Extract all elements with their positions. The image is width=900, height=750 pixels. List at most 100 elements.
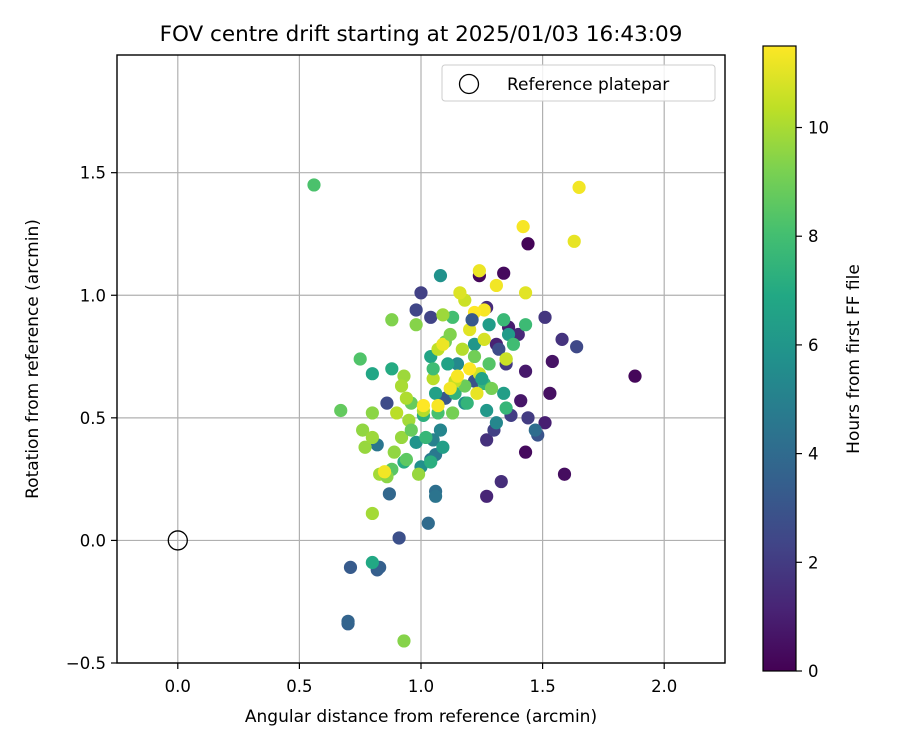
colorbar-label: Hours from first FF file <box>844 264 864 454</box>
data-point <box>463 362 477 376</box>
data-point <box>392 531 406 545</box>
y-axis-label: Rotation from reference (arcmin) <box>23 219 43 499</box>
data-point <box>385 313 399 327</box>
data-point <box>394 379 409 393</box>
legend-label-reference: Reference platepar <box>507 75 669 95</box>
data-point <box>506 337 521 351</box>
data-point <box>518 445 533 459</box>
colorbar-tick-label: 4 <box>808 445 819 464</box>
data-point <box>431 398 445 413</box>
data-point <box>443 327 457 342</box>
data-point <box>365 506 379 521</box>
data-point <box>543 386 557 400</box>
data-point <box>441 357 455 371</box>
data-point <box>424 455 438 469</box>
colorbar-tick-label: 0 <box>808 662 819 681</box>
data-point <box>501 327 516 342</box>
data-point <box>377 465 392 479</box>
data-points <box>307 178 642 648</box>
data-point <box>494 474 508 489</box>
data-point <box>528 423 542 437</box>
data-point <box>497 386 511 400</box>
data-point <box>380 396 394 410</box>
data-point <box>433 423 448 437</box>
data-point <box>334 403 348 418</box>
data-point <box>436 337 450 351</box>
colorbar-tick-label: 10 <box>808 119 829 138</box>
data-point <box>424 310 438 324</box>
colorbar-ticks: 0 2 4 6 8 10 <box>796 119 829 681</box>
x-tick-label: 0.0 <box>165 677 191 696</box>
data-point <box>365 367 379 381</box>
data-point <box>358 440 372 454</box>
data-point <box>399 391 414 405</box>
x-tick-label: 1.0 <box>408 677 434 696</box>
data-point <box>518 318 533 332</box>
data-point <box>411 467 426 481</box>
data-point <box>453 286 467 300</box>
data-point <box>428 489 443 503</box>
data-point <box>409 303 423 317</box>
data-point <box>480 403 494 418</box>
data-point <box>497 266 511 280</box>
data-point <box>426 362 440 376</box>
x-tick-label: 0.5 <box>286 677 312 696</box>
reference-marker-group <box>167 530 188 551</box>
colorbar-tick-label: 2 <box>808 553 819 572</box>
data-point <box>419 430 433 445</box>
reference-platepar-marker <box>167 530 188 551</box>
data-point <box>436 308 450 322</box>
colorbar-tick-label: 8 <box>808 227 819 246</box>
colorbar-gradient <box>762 45 797 672</box>
data-point <box>628 369 642 383</box>
data-point <box>343 560 358 574</box>
data-point <box>475 372 489 386</box>
data-point <box>409 318 423 332</box>
data-point <box>572 180 586 194</box>
data-point <box>365 555 379 570</box>
data-point <box>450 357 465 371</box>
y-ticks: −0.5 0.0 0.5 1.0 1.5 <box>66 164 117 673</box>
data-point <box>467 349 482 364</box>
data-point <box>514 394 528 408</box>
data-point <box>492 342 506 356</box>
data-point <box>426 372 440 386</box>
data-point <box>421 516 435 530</box>
data-point <box>465 313 479 327</box>
legend-reference-marker <box>458 73 480 95</box>
data-point <box>545 354 559 369</box>
data-point <box>499 401 513 415</box>
data-point <box>390 406 404 420</box>
data-point <box>455 342 469 356</box>
x-tick-label: 1.5 <box>529 677 555 696</box>
data-point <box>521 237 535 251</box>
x-tick-label: 2.0 <box>651 677 677 696</box>
data-point <box>428 386 443 400</box>
data-point <box>365 406 379 420</box>
data-point <box>480 489 494 503</box>
data-point <box>446 406 460 420</box>
chart-title: FOV centre drift starting at 2025/01/03 … <box>160 22 683 47</box>
x-ticks: 0.0 0.5 1.0 1.5 2.0 <box>165 663 677 696</box>
y-tick-label: −0.5 <box>66 654 106 673</box>
data-point <box>557 467 572 481</box>
data-point <box>404 423 418 437</box>
data-point <box>307 178 321 192</box>
data-point <box>484 381 499 396</box>
data-point <box>399 452 414 467</box>
data-point <box>394 430 409 445</box>
data-point <box>385 362 399 376</box>
legend: Reference platepar <box>441 64 716 102</box>
data-point <box>518 364 533 378</box>
data-point <box>538 310 552 324</box>
data-point <box>460 396 474 410</box>
data-point <box>489 278 503 293</box>
data-point <box>433 269 448 283</box>
data-point <box>570 340 584 354</box>
data-point <box>497 313 511 327</box>
data-point <box>470 386 484 400</box>
data-point <box>467 337 482 351</box>
data-point <box>353 352 367 366</box>
data-point <box>458 379 472 393</box>
data-point <box>521 411 535 425</box>
